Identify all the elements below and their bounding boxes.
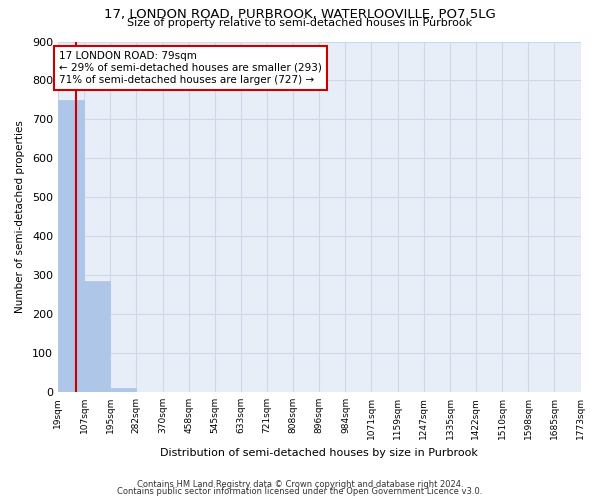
Bar	[84, 281, 110, 392]
Y-axis label: Number of semi-detached properties: Number of semi-detached properties	[15, 120, 25, 314]
Bar	[58, 100, 84, 392]
Text: Contains public sector information licensed under the Open Government Licence v3: Contains public sector information licen…	[118, 488, 482, 496]
Text: 17, LONDON ROAD, PURBROOK, WATERLOOVILLE, PO7 5LG: 17, LONDON ROAD, PURBROOK, WATERLOOVILLE…	[104, 8, 496, 21]
Text: Size of property relative to semi-detached houses in Purbrook: Size of property relative to semi-detach…	[127, 18, 473, 28]
Text: Contains HM Land Registry data © Crown copyright and database right 2024.: Contains HM Land Registry data © Crown c…	[137, 480, 463, 489]
X-axis label: Distribution of semi-detached houses by size in Purbrook: Distribution of semi-detached houses by …	[160, 448, 478, 458]
Bar	[110, 388, 136, 392]
Text: 17 LONDON ROAD: 79sqm
← 29% of semi-detached houses are smaller (293)
71% of sem: 17 LONDON ROAD: 79sqm ← 29% of semi-deta…	[59, 52, 322, 84]
